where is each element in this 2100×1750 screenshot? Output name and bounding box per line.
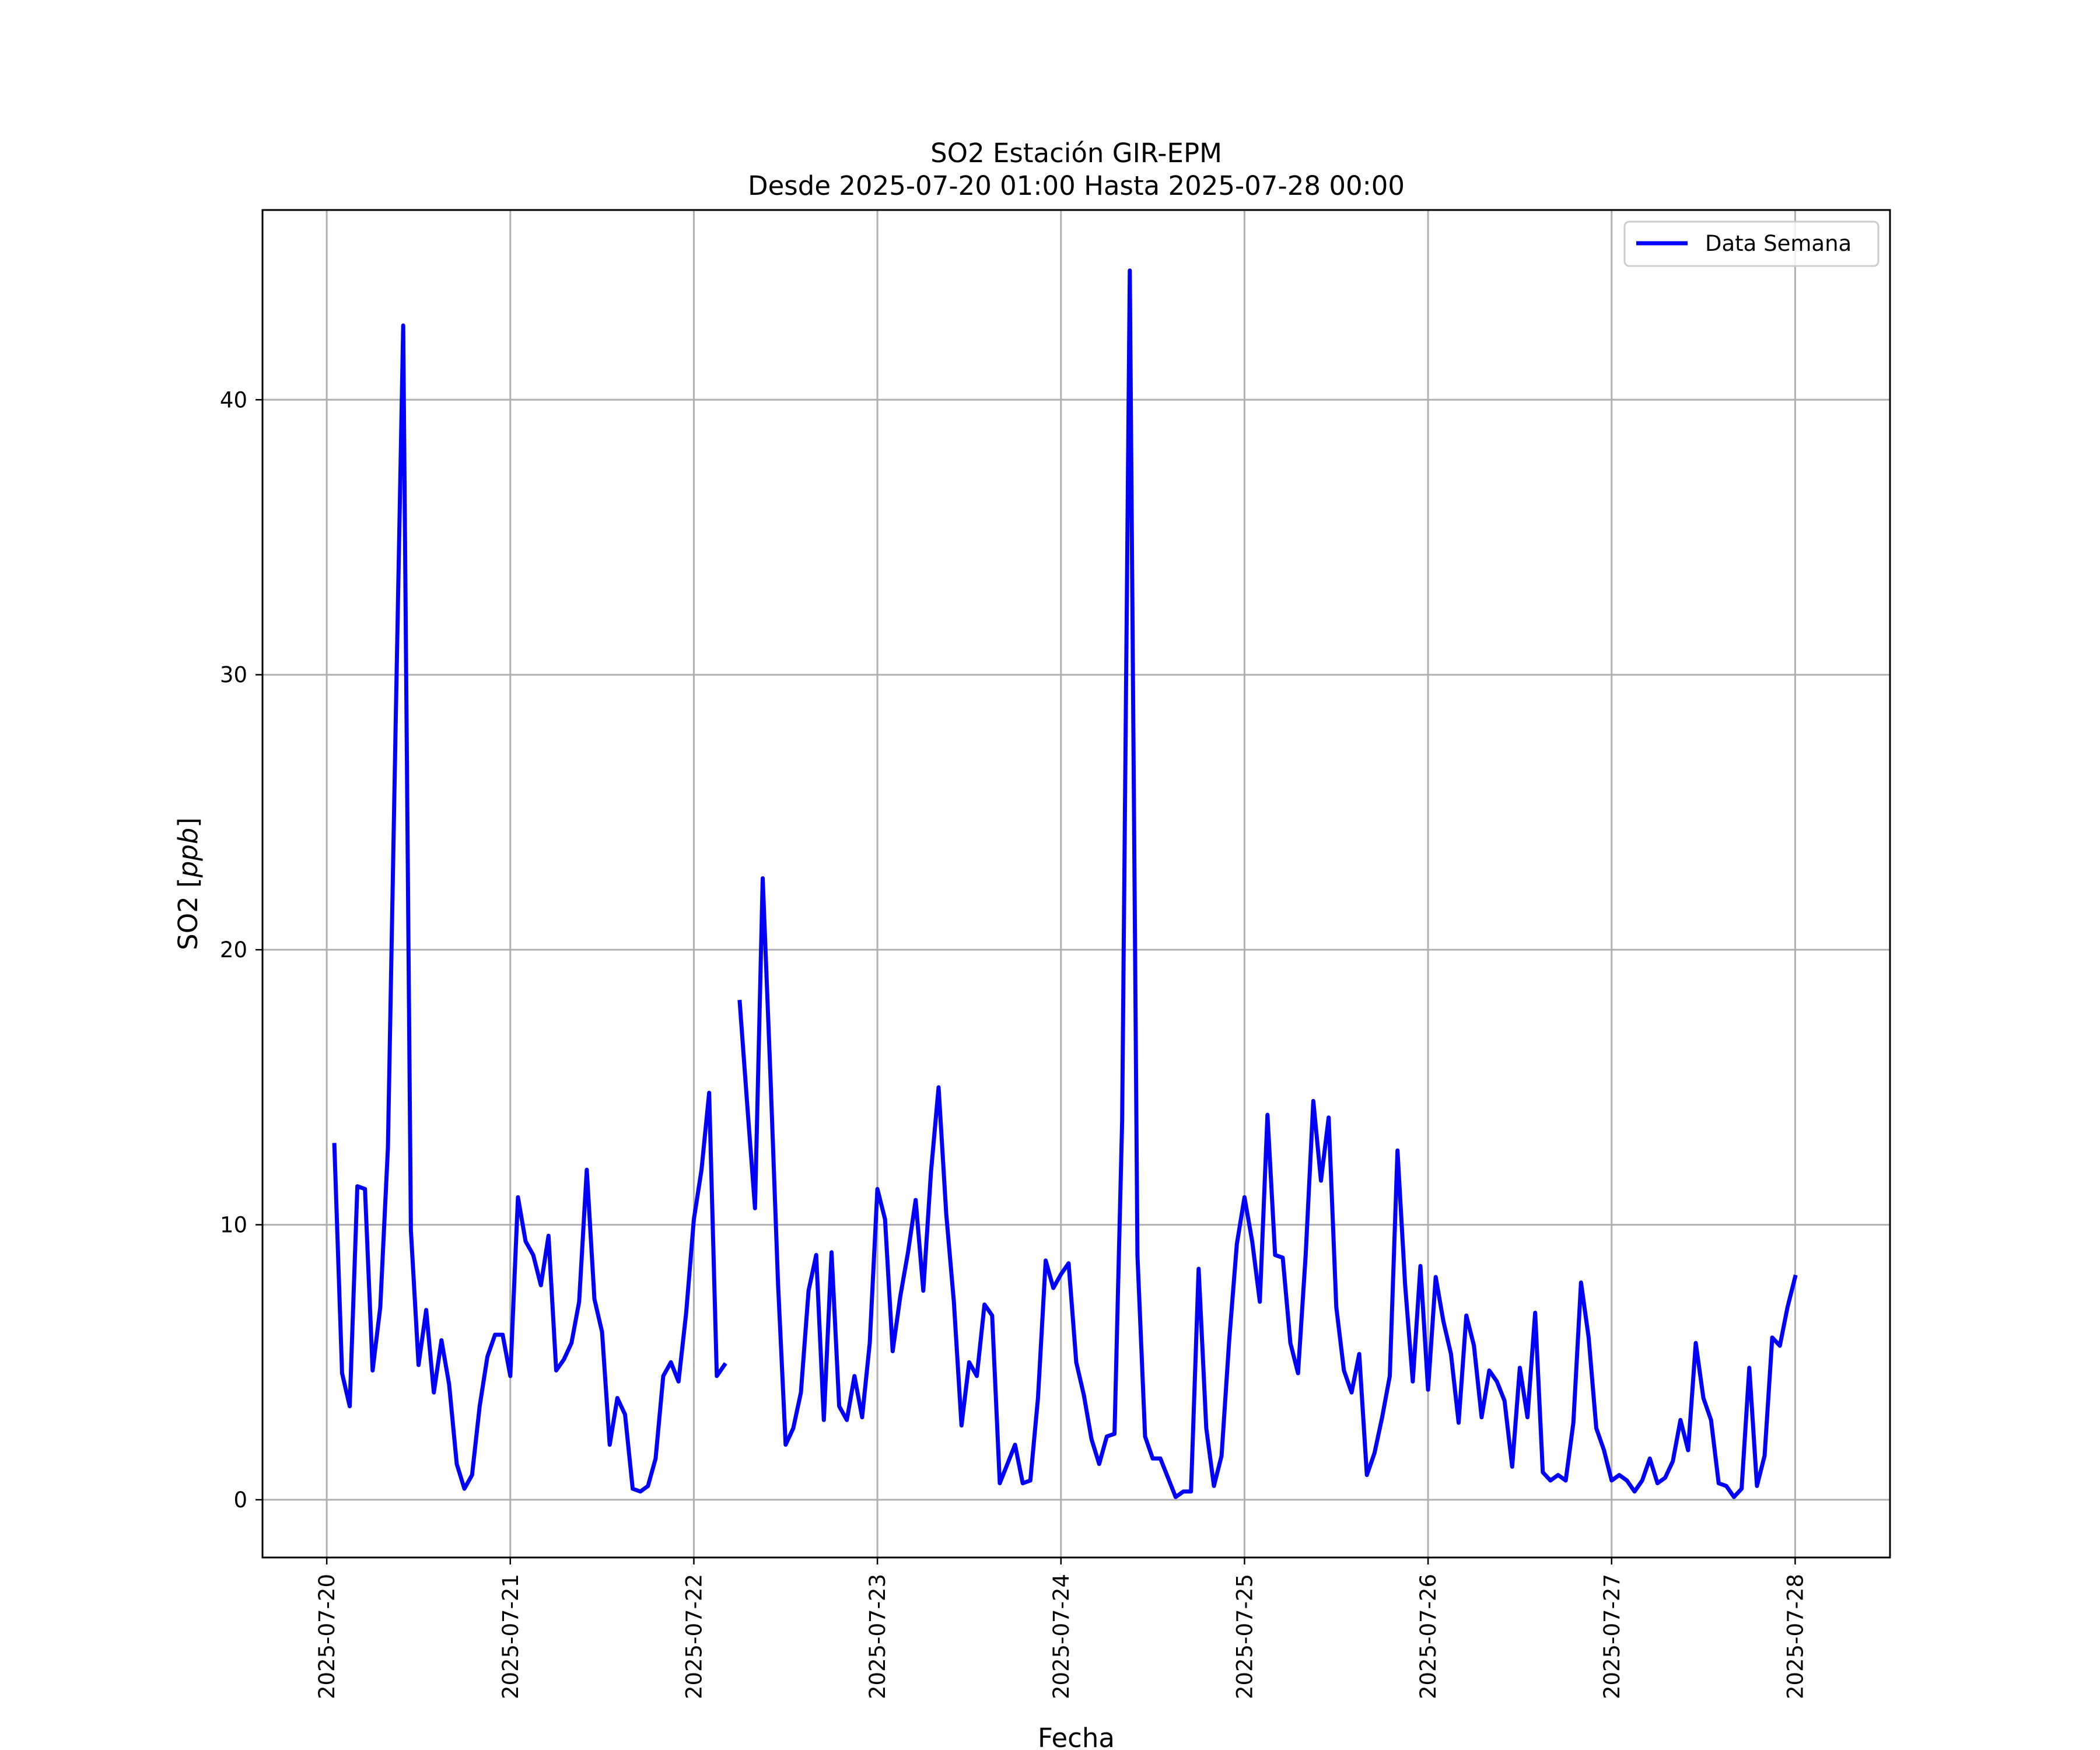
x-axis-label: Fecha: [1038, 1723, 1115, 1750]
legend-label: Data Semana: [1705, 231, 1852, 256]
series-lines: [332, 268, 1798, 1499]
y-axis-label-main: SO2 [: [173, 877, 204, 950]
x-tick-label: 2025-07-22: [681, 1574, 706, 1699]
y-axis-label: SO2 [ppb]: [173, 817, 204, 950]
x-tick-label: 2025-07-26: [1416, 1574, 1441, 1699]
axis-ticks: 2025-07-20 2025-07-21 2025-07-22 2025-07-23…: [220, 387, 1808, 1699]
chart-subtitle: Desde 2025-07-20 01:00 Hasta 2025-07-28 …: [748, 170, 1405, 201]
x-tick-label: 2025-07-20: [314, 1574, 340, 1699]
y-tick-label: 10: [220, 1213, 247, 1238]
y-tick-label: 30: [220, 663, 247, 688]
plot-frame: [261, 209, 1891, 1559]
x-tick-label: 2025-07-23: [865, 1574, 890, 1699]
series-line: [737, 268, 1798, 1499]
x-tick-label: 2025-07-21: [498, 1574, 523, 1699]
y-tick-label: 20: [220, 937, 247, 963]
legend: Data Semana: [1623, 220, 1880, 267]
x-tick-label: 2025-07-24: [1049, 1574, 1074, 1699]
series-line: [332, 323, 727, 1494]
grid-lines: [262, 210, 1890, 1558]
x-tick-label: 2025-07-25: [1232, 1574, 1257, 1699]
legend-box: [1623, 220, 1880, 267]
chart-title: SO2 Estación GIR-EPM: [930, 138, 1222, 169]
y-axis-label-close: ]: [173, 817, 204, 828]
y-tick-label: 40: [220, 387, 247, 412]
y-axis-label-unit: ppb: [173, 828, 204, 878]
x-tick-label: 2025-07-28: [1783, 1574, 1808, 1699]
x-tick-label: 2025-07-27: [1600, 1574, 1625, 1699]
y-tick-label: 0: [233, 1488, 247, 1513]
